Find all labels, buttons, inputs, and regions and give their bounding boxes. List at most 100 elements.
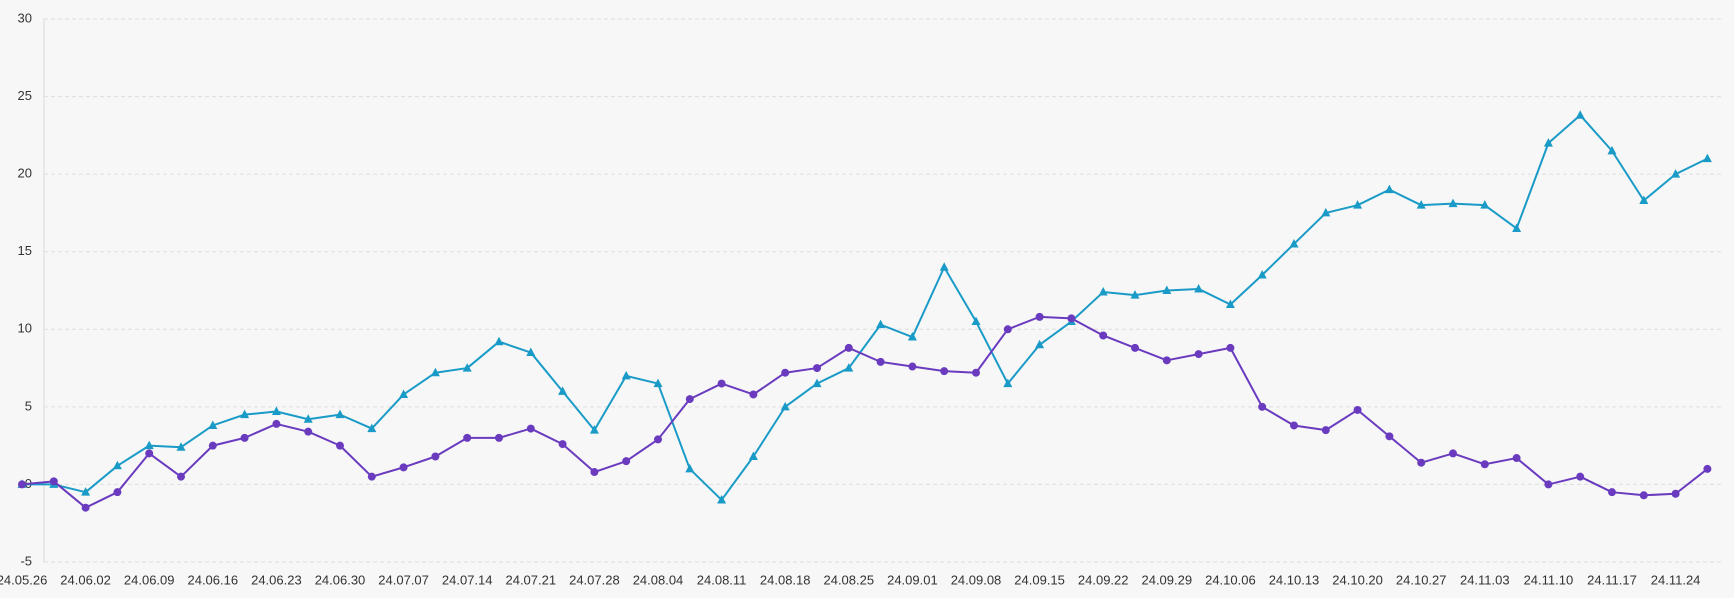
x-tick-label: 24.10.20 <box>1332 572 1383 587</box>
point-marker <box>145 449 154 458</box>
point-marker <box>558 386 568 395</box>
point-marker <box>303 414 313 423</box>
x-tick-label: 24.10.13 <box>1269 572 1320 587</box>
point-marker <box>1353 200 1363 209</box>
point-marker <box>81 503 90 512</box>
point-marker <box>81 487 91 496</box>
point-marker <box>749 390 758 399</box>
series-line <box>22 114 1708 501</box>
point-marker <box>49 477 58 486</box>
x-tick-label: 24.09.29 <box>1141 572 1192 587</box>
point-marker <box>876 319 886 329</box>
point-marker <box>1353 405 1362 414</box>
x-tick-label: 24.07.14 <box>442 572 493 587</box>
point-marker <box>1321 426 1330 435</box>
x-tick-label: 24.10.27 <box>1396 572 1447 587</box>
point-marker <box>431 452 440 461</box>
point-marker <box>271 406 281 416</box>
x-tick-label: 24.09.08 <box>951 572 1002 587</box>
point-marker <box>113 488 122 497</box>
point-marker <box>1480 200 1490 209</box>
x-tick-label: 24.06.30 <box>315 572 366 587</box>
point-marker <box>304 427 313 436</box>
point-marker <box>494 336 504 346</box>
point-marker <box>1384 184 1394 194</box>
point-marker <box>1003 378 1013 388</box>
x-tick-label: 24.07.07 <box>378 572 429 587</box>
point-marker <box>1385 432 1394 441</box>
point-marker <box>367 472 376 481</box>
point-marker <box>1417 458 1426 467</box>
point-marker <box>430 367 440 377</box>
point-marker <box>1131 343 1139 352</box>
point-marker <box>176 442 186 451</box>
point-marker <box>463 433 472 442</box>
point-marker <box>589 425 599 434</box>
point-marker <box>336 441 344 450</box>
point-marker <box>1226 343 1235 352</box>
point-marker <box>462 363 472 372</box>
point-marker <box>972 368 980 377</box>
point-marker <box>558 440 567 449</box>
point-marker <box>1003 325 1012 334</box>
point-marker <box>748 451 758 461</box>
point-marker <box>144 440 154 450</box>
point-marker <box>208 420 218 429</box>
point-marker <box>1098 287 1108 296</box>
point-marker <box>1512 454 1521 463</box>
point-marker <box>780 401 790 411</box>
x-tick-label: 24.06.02 <box>60 572 111 587</box>
point-marker <box>1321 207 1331 217</box>
point-marker <box>112 460 122 470</box>
point-marker <box>1416 200 1426 209</box>
point-marker <box>1290 421 1298 430</box>
point-marker <box>1480 460 1489 469</box>
point-marker <box>495 433 503 442</box>
point-marker <box>1703 464 1712 473</box>
point-marker <box>971 316 981 326</box>
point-marker <box>208 441 217 450</box>
x-tick-label: 24.11.17 <box>1587 572 1637 587</box>
point-marker <box>717 379 726 388</box>
point-marker <box>1607 145 1617 155</box>
point-marker <box>590 468 599 477</box>
x-tick-label: 24.10.06 <box>1205 572 1256 587</box>
x-tick-label: 24.06.09 <box>124 572 175 587</box>
point-marker <box>812 378 822 388</box>
x-tick-label: 24.08.04 <box>633 572 684 587</box>
point-marker <box>526 347 536 357</box>
x-tick-label: 24.08.11 <box>697 572 747 587</box>
x-tick-label: 24.05.26 <box>0 572 47 587</box>
x-tick-label: 24.11.10 <box>1524 572 1574 587</box>
point-marker <box>1608 488 1616 497</box>
point-marker <box>940 367 949 376</box>
point-marker <box>907 332 917 341</box>
point-marker <box>1035 312 1044 321</box>
point-marker <box>177 472 185 481</box>
point-marker <box>240 433 249 442</box>
point-marker <box>1194 283 1204 293</box>
point-marker <box>1639 491 1648 500</box>
point-marker <box>1576 472 1585 481</box>
y-tick-label: 10 <box>18 321 32 336</box>
point-marker <box>1257 269 1267 279</box>
point-marker <box>621 370 631 380</box>
point-marker <box>1130 290 1140 299</box>
point-marker <box>399 389 409 398</box>
x-tick-label: 24.07.28 <box>569 572 620 587</box>
point-marker <box>1449 449 1457 458</box>
point-marker <box>1702 153 1712 163</box>
point-marker <box>844 343 853 352</box>
x-tick-label: 24.08.25 <box>823 572 874 587</box>
point-marker <box>1099 331 1108 340</box>
point-marker <box>1671 489 1680 498</box>
point-marker <box>1575 110 1585 119</box>
point-marker <box>654 435 662 444</box>
x-tick-label: 24.06.23 <box>251 572 302 587</box>
point-marker <box>1512 223 1522 232</box>
point-marker <box>653 378 663 388</box>
point-marker <box>781 368 790 377</box>
point-marker <box>335 409 345 419</box>
